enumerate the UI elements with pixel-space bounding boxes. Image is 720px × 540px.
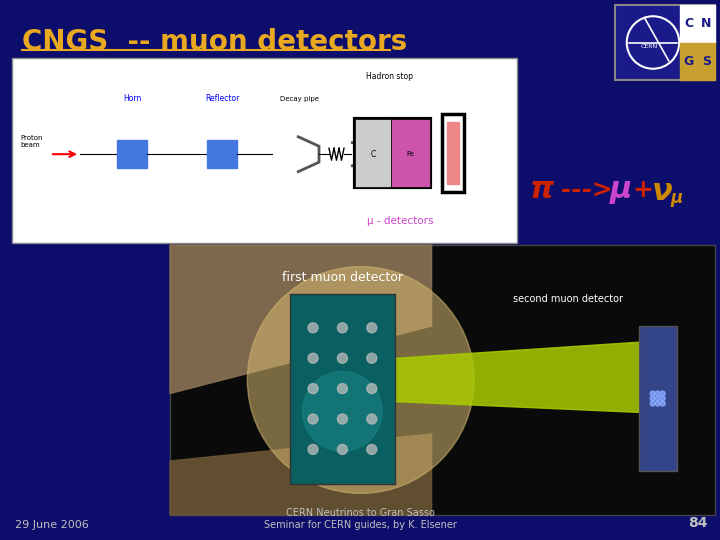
Circle shape xyxy=(660,396,665,401)
Bar xyxy=(639,326,677,471)
Text: C: C xyxy=(370,150,376,159)
Text: +: + xyxy=(632,178,653,202)
Text: C: C xyxy=(684,17,693,30)
Circle shape xyxy=(660,401,665,406)
Circle shape xyxy=(366,353,377,363)
Text: 29 June 2006: 29 June 2006 xyxy=(15,520,89,530)
Text: μ: μ xyxy=(670,189,683,207)
Text: μ - detectors: μ - detectors xyxy=(367,216,433,226)
Circle shape xyxy=(650,401,655,406)
Circle shape xyxy=(302,372,382,451)
Circle shape xyxy=(338,353,347,363)
Text: first muon detector: first muon detector xyxy=(282,271,403,284)
Bar xyxy=(447,122,459,184)
Circle shape xyxy=(655,396,660,401)
Text: π: π xyxy=(530,176,554,205)
FancyBboxPatch shape xyxy=(442,114,464,192)
Text: G: G xyxy=(683,55,694,68)
Circle shape xyxy=(338,323,347,333)
Bar xyxy=(290,294,395,484)
Circle shape xyxy=(366,444,377,454)
Circle shape xyxy=(655,401,660,406)
Text: S: S xyxy=(702,55,711,68)
Text: Decay pipe: Decay pipe xyxy=(280,96,319,102)
Text: 84: 84 xyxy=(688,516,708,530)
Bar xyxy=(12,58,517,243)
Circle shape xyxy=(366,414,377,424)
Bar xyxy=(680,5,715,43)
Polygon shape xyxy=(170,245,431,394)
Text: Fe: Fe xyxy=(407,151,415,157)
Text: CERN Neutrinos to Gran Sasso
Seminar for CERN guides, by K. Elsener: CERN Neutrinos to Gran Sasso Seminar for… xyxy=(264,508,456,530)
Bar xyxy=(680,43,715,80)
Text: ν: ν xyxy=(652,178,672,206)
Circle shape xyxy=(338,444,347,454)
Text: CERN: CERN xyxy=(640,44,657,49)
Circle shape xyxy=(655,391,660,396)
Bar xyxy=(117,140,147,168)
FancyBboxPatch shape xyxy=(615,5,715,80)
Circle shape xyxy=(650,396,655,401)
Circle shape xyxy=(650,391,655,396)
Text: Horn: Horn xyxy=(123,94,141,103)
Bar xyxy=(391,119,430,187)
Polygon shape xyxy=(395,342,639,413)
Circle shape xyxy=(366,383,377,394)
Bar xyxy=(207,140,237,168)
Bar xyxy=(355,119,391,187)
Text: --->: ---> xyxy=(552,178,613,202)
Text: second muon detector: second muon detector xyxy=(513,294,623,304)
Circle shape xyxy=(308,383,318,394)
Circle shape xyxy=(338,383,347,394)
Circle shape xyxy=(366,323,377,333)
Circle shape xyxy=(308,323,318,333)
Circle shape xyxy=(248,267,474,494)
Text: μ: μ xyxy=(610,176,632,205)
Text: Reflector: Reflector xyxy=(204,94,239,103)
Text: N: N xyxy=(701,17,711,30)
Circle shape xyxy=(308,353,318,363)
Text: Hadron stop: Hadron stop xyxy=(366,72,413,81)
Circle shape xyxy=(338,414,347,424)
Polygon shape xyxy=(170,434,431,515)
Bar xyxy=(170,245,715,515)
FancyBboxPatch shape xyxy=(355,119,430,187)
Text: Proton
beam: Proton beam xyxy=(20,135,42,148)
Circle shape xyxy=(308,444,318,454)
Circle shape xyxy=(660,391,665,396)
Circle shape xyxy=(308,414,318,424)
Text: CNGS  -- muon detectors: CNGS -- muon detectors xyxy=(22,28,408,56)
